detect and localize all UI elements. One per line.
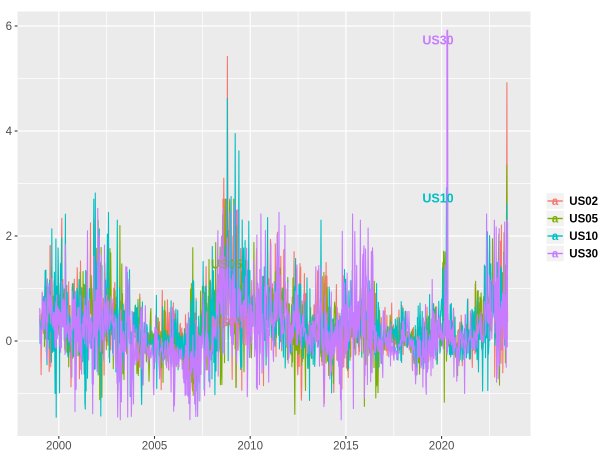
svg-text:US02: US02 [211, 316, 242, 330]
svg-text:6: 6 [6, 21, 12, 33]
svg-text:2000: 2000 [46, 441, 72, 453]
svg-text:2015: 2015 [333, 441, 359, 453]
svg-text:a: a [552, 231, 559, 243]
svg-text:US10: US10 [422, 192, 453, 206]
svg-text:US02: US02 [569, 196, 598, 208]
svg-text:US30: US30 [422, 34, 453, 48]
svg-text:US05: US05 [569, 214, 598, 226]
svg-text:0: 0 [6, 336, 12, 348]
svg-text:a: a [552, 196, 559, 208]
svg-text:a: a [552, 249, 559, 261]
svg-text:2020: 2020 [429, 441, 455, 453]
svg-text:2005: 2005 [142, 441, 168, 453]
svg-text:US10: US10 [569, 231, 598, 243]
svg-text:US05: US05 [211, 258, 242, 272]
svg-text:2: 2 [6, 231, 12, 243]
svg-text:4: 4 [6, 126, 13, 138]
svg-text:2010: 2010 [237, 441, 263, 453]
svg-text:US30: US30 [569, 249, 598, 261]
svg-text:a: a [552, 214, 559, 226]
